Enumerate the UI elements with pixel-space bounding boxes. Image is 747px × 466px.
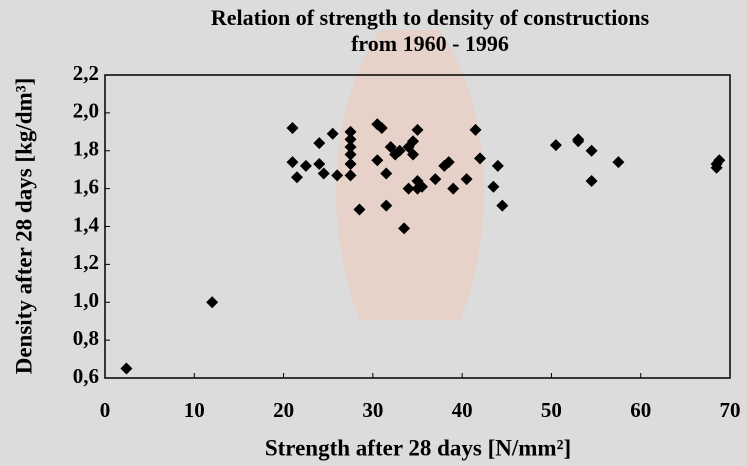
chart: Relation of strength to density of const…	[0, 0, 747, 466]
y-tick-label: 1,6	[73, 174, 99, 198]
x-tick-label: 60	[630, 398, 651, 422]
x-tick-label: 0	[100, 398, 111, 422]
y-tick-label: 0,8	[73, 326, 99, 350]
x-axis-title: Strength after 28 days [N/mm²]	[265, 435, 571, 460]
x-tick-label: 30	[362, 398, 383, 422]
y-tick-label: 2,0	[73, 99, 99, 123]
x-tick-label: 40	[452, 398, 473, 422]
y-tick-label: 1,8	[73, 137, 99, 161]
y-tick-label: 1,2	[73, 250, 99, 274]
x-tick-label: 10	[184, 398, 205, 422]
chart-title: from 1960 - 1996	[351, 31, 509, 56]
chart-title: Relation of strength to density of const…	[211, 5, 650, 30]
watermark	[336, 30, 484, 320]
y-axis-title: Density after 28 days [kg/dm³]	[11, 78, 36, 375]
x-tick-label: 50	[541, 398, 562, 422]
x-tick-label: 20	[273, 398, 294, 422]
y-tick-label: 2,2	[73, 61, 99, 85]
x-tick-label: 70	[720, 398, 741, 422]
y-tick-label: 1,4	[73, 212, 100, 236]
y-tick-label: 1,0	[73, 288, 99, 312]
y-tick-label: 0,6	[73, 364, 99, 388]
page: Relation of strength to density of const…	[0, 0, 747, 466]
